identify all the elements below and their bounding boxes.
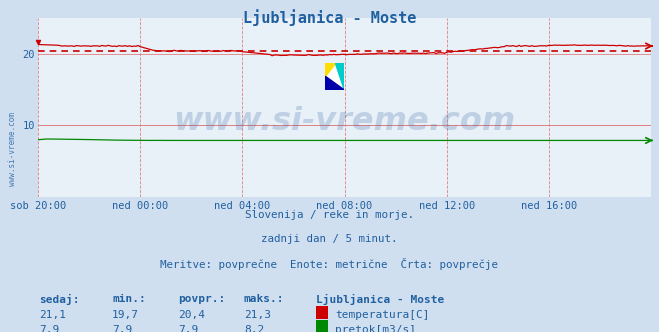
Text: www.si-vreme.com: www.si-vreme.com: [173, 106, 515, 137]
Text: min.:: min.:: [112, 294, 146, 304]
Polygon shape: [335, 63, 344, 90]
Text: 7,9: 7,9: [40, 325, 60, 332]
Text: 8,2: 8,2: [244, 325, 264, 332]
Text: Ljubljanica - Moste: Ljubljanica - Moste: [243, 9, 416, 26]
Text: maks.:: maks.:: [244, 294, 284, 304]
Text: zadnji dan / 5 minut.: zadnji dan / 5 minut.: [261, 234, 398, 244]
Polygon shape: [326, 63, 335, 76]
Text: 19,7: 19,7: [112, 310, 139, 320]
Text: 20,4: 20,4: [178, 310, 205, 320]
Text: Meritve: povprečne  Enote: metrične  Črta: povprečje: Meritve: povprečne Enote: metrične Črta:…: [161, 258, 498, 270]
Text: temperatura[C]: temperatura[C]: [335, 310, 429, 320]
Text: povpr.:: povpr.:: [178, 294, 225, 304]
Text: 21,1: 21,1: [40, 310, 67, 320]
Text: 7,9: 7,9: [112, 325, 132, 332]
Polygon shape: [326, 76, 344, 90]
Text: 21,3: 21,3: [244, 310, 271, 320]
Text: pretok[m3/s]: pretok[m3/s]: [335, 325, 416, 332]
Text: www.si-vreme.com: www.si-vreme.com: [8, 113, 17, 186]
Text: Slovenija / reke in morje.: Slovenija / reke in morje.: [245, 210, 414, 220]
Text: 7,9: 7,9: [178, 325, 198, 332]
Text: Ljubljanica - Moste: Ljubljanica - Moste: [316, 294, 445, 305]
Text: sedaj:: sedaj:: [40, 294, 80, 305]
